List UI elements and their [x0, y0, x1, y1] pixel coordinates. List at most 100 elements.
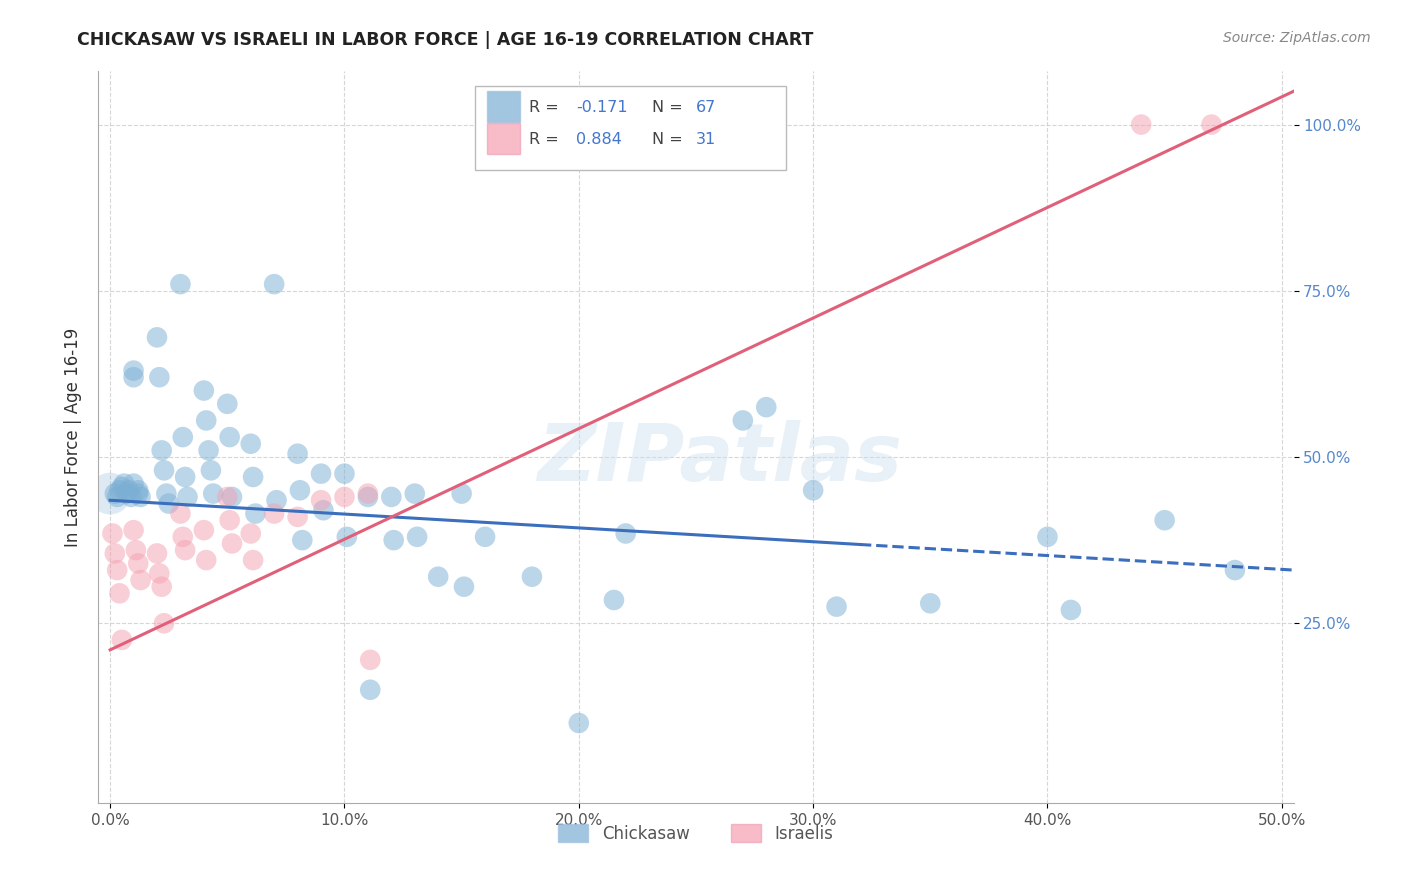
Point [239, 526, 262, 541]
Point [153, 616, 176, 631]
Point [153, 463, 176, 477]
Point [104, 486, 127, 500]
Point [920, 596, 942, 610]
Point [111, 480, 134, 494]
Point [333, 467, 356, 481]
Point [380, 490, 402, 504]
Point [202, 486, 225, 500]
Point [359, 682, 381, 697]
Point [406, 530, 429, 544]
Point [125, 543, 148, 558]
Point [357, 490, 380, 504]
Point [755, 400, 778, 414]
Point [333, 490, 356, 504]
Text: R =: R = [529, 100, 564, 115]
Point [242, 553, 264, 567]
Point [122, 363, 145, 377]
Point [122, 476, 145, 491]
Point [312, 503, 335, 517]
Point [195, 553, 218, 567]
Text: -0.171: -0.171 [576, 100, 628, 115]
Point [221, 490, 243, 504]
Point [115, 486, 138, 500]
Point [169, 277, 191, 292]
Text: CHICKASAW VS ISRAELI IN LABOR FORCE | AGE 16-19 CORRELATION CHART: CHICKASAW VS ISRAELI IN LABOR FORCE | AG… [77, 31, 814, 49]
Point [520, 570, 543, 584]
Point [195, 413, 218, 427]
Point [98, 486, 121, 500]
Point [176, 490, 198, 504]
Point [359, 653, 381, 667]
Point [287, 509, 309, 524]
Point [825, 599, 848, 614]
Point [148, 566, 170, 581]
Point [427, 570, 450, 584]
Point [104, 546, 127, 560]
Point [105, 490, 128, 504]
Point [155, 486, 177, 500]
FancyBboxPatch shape [486, 91, 520, 122]
Text: ZIPatlas: ZIPatlas [537, 420, 903, 498]
Point [731, 413, 754, 427]
Point [1201, 118, 1223, 132]
Point [1130, 118, 1153, 132]
Point [146, 546, 169, 560]
Point [101, 526, 124, 541]
Point [111, 632, 134, 647]
Legend: Chickasaw, Israelis: Chickasaw, Israelis [551, 818, 841, 849]
Point [218, 513, 240, 527]
Text: R =: R = [529, 132, 564, 147]
Point [122, 523, 145, 537]
Point [218, 430, 240, 444]
Text: 67: 67 [696, 100, 716, 115]
Point [172, 530, 194, 544]
Point [127, 483, 149, 498]
Point [118, 483, 141, 498]
Point [382, 533, 405, 548]
Point [197, 443, 219, 458]
Point [801, 483, 824, 498]
Point [120, 490, 142, 504]
Text: Source: ZipAtlas.com: Source: ZipAtlas.com [1223, 31, 1371, 45]
Point [309, 493, 332, 508]
Point [474, 530, 496, 544]
Point [291, 533, 314, 548]
Point [217, 397, 239, 411]
Point [568, 716, 591, 731]
Point [157, 497, 180, 511]
Point [1060, 603, 1083, 617]
Point [169, 507, 191, 521]
Point [309, 467, 332, 481]
Point [127, 486, 149, 500]
Point [288, 483, 311, 498]
Point [150, 443, 173, 458]
Text: 31: 31 [696, 132, 716, 147]
Point [217, 490, 239, 504]
Point [1153, 513, 1175, 527]
Point [245, 507, 267, 521]
Point [193, 523, 215, 537]
Y-axis label: In Labor Force | Age 16-19: In Labor Force | Age 16-19 [63, 327, 82, 547]
Point [263, 277, 285, 292]
Point [146, 330, 169, 344]
Point [263, 507, 285, 521]
Point [129, 573, 152, 587]
Point [122, 370, 145, 384]
Point [404, 486, 426, 500]
Point [266, 493, 288, 508]
Point [108, 483, 131, 498]
FancyBboxPatch shape [486, 123, 520, 154]
Point [357, 486, 380, 500]
FancyBboxPatch shape [475, 86, 786, 170]
Point [108, 586, 131, 600]
Point [239, 436, 262, 450]
Point [112, 476, 135, 491]
Point [127, 557, 149, 571]
Point [221, 536, 243, 550]
Point [1223, 563, 1246, 577]
Point [603, 593, 626, 607]
Text: 0.884: 0.884 [576, 132, 623, 147]
Point [150, 580, 173, 594]
Point [242, 470, 264, 484]
Point [453, 580, 475, 594]
